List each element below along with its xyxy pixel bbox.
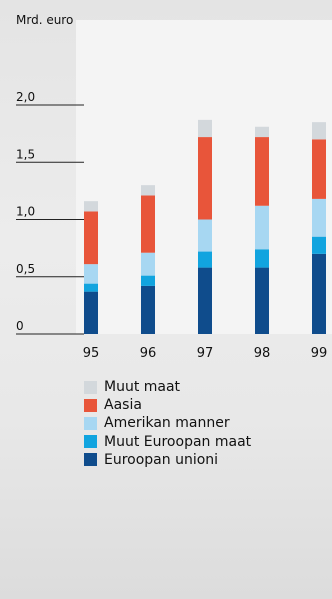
y-axis-ticks: 0 0,5 1,0 1,5 2,0 xyxy=(16,90,84,335)
legend-item: Aasia xyxy=(84,396,251,414)
legend-label: Amerikan manner xyxy=(104,415,230,432)
x-tick-label: 98 xyxy=(254,346,271,361)
x-tick-label: 95 xyxy=(83,346,100,361)
legend-swatch xyxy=(84,416,97,430)
y-tick-label: 0,5 xyxy=(16,262,35,276)
bar-segment-98-4 xyxy=(255,126,269,138)
bar-segment-95-0 xyxy=(84,291,98,334)
x-tick-label: 99 xyxy=(311,346,328,361)
legend-label: Aasia xyxy=(104,397,142,414)
bar-segment-97-3 xyxy=(198,137,212,220)
legend-swatch xyxy=(84,398,97,412)
bar-segment-96-0 xyxy=(141,285,155,334)
bar-segment-96-4 xyxy=(141,185,155,196)
x-tick-label: 96 xyxy=(140,346,157,361)
legend-swatch xyxy=(84,453,97,467)
legend-item: Muut Euroopan maat xyxy=(84,433,251,451)
bar-segment-98-2 xyxy=(255,205,269,250)
bar-segment-99-2 xyxy=(312,198,326,237)
y-tick-label: 0 xyxy=(16,319,24,333)
bar-segment-99-3 xyxy=(312,139,326,199)
bar-segment-97-2 xyxy=(198,219,212,252)
bar-segment-96-1 xyxy=(141,275,155,286)
bar-segment-97-0 xyxy=(198,267,212,334)
legend-item: Amerikan manner xyxy=(84,414,251,432)
legend-label: Euroopan unioni xyxy=(104,451,219,468)
legend-swatch xyxy=(84,380,97,394)
bar-segment-95-4 xyxy=(84,201,98,212)
legend-item: Euroopan unioni xyxy=(84,451,251,469)
bar-segment-95-1 xyxy=(84,283,98,292)
y-tick-label: 1,5 xyxy=(16,147,35,161)
y-tick-label: 2,0 xyxy=(16,90,35,104)
bar-segment-99-1 xyxy=(312,236,326,254)
bar-segment-95-2 xyxy=(84,264,98,284)
x-axis-labels: 95 96 97 98 99 xyxy=(83,346,328,361)
bar-segment-99-4 xyxy=(312,122,326,140)
unit-label: Mrd. euro xyxy=(16,13,73,27)
y-tick-label: 1,0 xyxy=(16,205,35,219)
stacked-bar-chart: Mrd. euro 0 0,5 1,0 1,5 2,0 95 96 97 98 99 xyxy=(16,13,332,361)
bar-segment-95-3 xyxy=(84,211,98,265)
bar-segment-97-4 xyxy=(198,119,212,138)
bar-segment-98-0 xyxy=(255,267,269,334)
x-tick-label: 97 xyxy=(197,346,214,361)
bar-segment-98-3 xyxy=(255,137,269,206)
bar-segment-96-2 xyxy=(141,252,155,276)
bar-segment-99-0 xyxy=(312,253,326,334)
legend: Muut maat Aasia Amerikan manner Muut Euroop… xyxy=(84,378,251,469)
legend-item: Muut maat xyxy=(84,378,251,396)
legend-label: Muut maat xyxy=(104,379,181,396)
bars xyxy=(84,119,326,334)
legend-label: Muut Euroopan maat xyxy=(104,433,252,450)
legend-swatch xyxy=(84,435,97,449)
bar-segment-96-3 xyxy=(141,195,155,253)
bar-segment-98-1 xyxy=(255,249,269,268)
bar-segment-97-1 xyxy=(198,251,212,268)
